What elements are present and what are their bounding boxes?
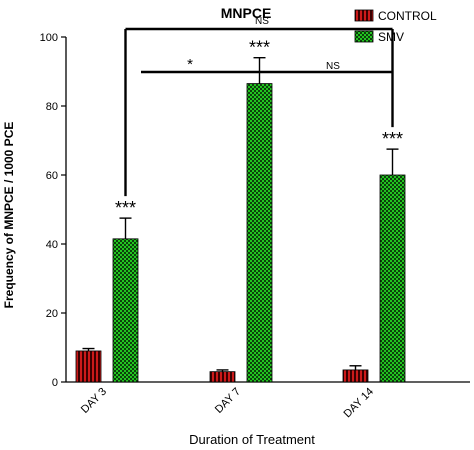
bar-smv-day3 [112, 238, 139, 383]
y-tick-label: 80 [46, 101, 58, 113]
legend-swatch-smv [354, 30, 374, 43]
y-axis-label: Frequency of MNPCE / 1000 PCE [2, 122, 16, 309]
legend-label-smv: SMV [378, 30, 404, 44]
chart-title: MNPCE [221, 5, 272, 21]
bracket-label: * [187, 56, 193, 73]
y-tick-label: 40 [46, 239, 58, 251]
legend-swatch-control [354, 9, 374, 22]
bar-control-day14 [342, 369, 369, 383]
x-tick-label: DAY 7 [213, 386, 243, 416]
legend: CONTROL SMV [354, 9, 437, 44]
y-tick-label: 20 [46, 308, 58, 320]
legend-label-control: CONTROL [378, 9, 437, 23]
bar-smv-day14 [379, 174, 406, 383]
x-axis-label: Duration of Treatment [189, 432, 315, 447]
bracket-label: NS [255, 16, 269, 27]
bracket-label: NS [326, 61, 340, 72]
significance-label: *** [382, 129, 403, 149]
y-tick-label: 60 [46, 170, 58, 182]
significance-label: *** [115, 198, 136, 218]
y-tick-label: 0 [52, 377, 58, 389]
significance-label: *** [249, 38, 270, 58]
bar-control-day7 [209, 371, 236, 383]
bar-smv-day7 [246, 83, 273, 383]
x-tick-label: DAY 14 [342, 386, 377, 421]
y-tick-label: 100 [40, 32, 58, 44]
bar-control-day3 [75, 350, 102, 383]
x-tick-label: DAY 3 [79, 386, 109, 416]
